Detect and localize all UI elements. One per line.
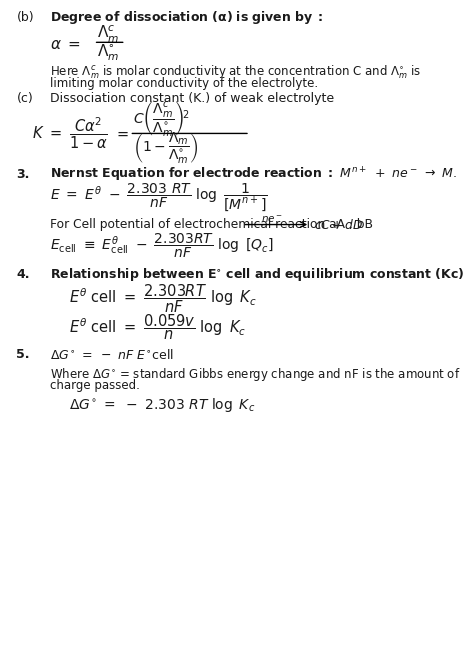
Text: Dissociation constant (K.) of weak electrolyte: Dissociation constant (K.) of weak elect… xyxy=(50,92,335,105)
Text: $\mathbf{Nernst\ Equation\ for\ electrode\ reaction\ :}$$\ M^{n+}\ +\ ne^-\ \rig: $\mathbf{Nernst\ Equation\ for\ electrod… xyxy=(50,165,458,184)
Text: $\alpha\ =\ $: $\alpha\ =\ $ xyxy=(50,37,82,52)
Text: $cC + dD$: $cC + dD$ xyxy=(314,217,363,231)
Text: 3.: 3. xyxy=(17,168,30,181)
Text: $=\ $: $=\ $ xyxy=(114,126,130,141)
Text: (c): (c) xyxy=(17,92,33,105)
Text: $\Lambda_m^{\circ}$: $\Lambda_m^{\circ}$ xyxy=(98,42,119,63)
Text: $\Delta G^{\circ}\ =\ -\ nF\ E^{\circ}\mathrm{cell}$: $\Delta G^{\circ}\ =\ -\ nF\ E^{\circ}\m… xyxy=(50,347,174,361)
Text: (b): (b) xyxy=(17,11,34,25)
Text: $\left(1-\dfrac{\Lambda_m}{\Lambda_m^{\circ}}\right)$: $\left(1-\dfrac{\Lambda_m}{\Lambda_m^{\c… xyxy=(133,131,199,166)
Text: 4.: 4. xyxy=(17,269,30,281)
Text: $\Delta G^{\circ}\ =\ -\ 2.303\ RT\ \log\ K_c$: $\Delta G^{\circ}\ =\ -\ 2.303\ RT\ \log… xyxy=(69,396,255,414)
Text: $C\left(\dfrac{\Lambda_m^c}{\Lambda_m^{\circ}}\right)^{\!2}$: $C\left(\dfrac{\Lambda_m^c}{\Lambda_m^{\… xyxy=(133,99,190,138)
Text: For Cell potential of electrochemical reaction aA : bB: For Cell potential of electrochemical re… xyxy=(50,218,374,231)
Text: $\Lambda_m^c$: $\Lambda_m^c$ xyxy=(98,24,119,45)
Text: $E\ =\ E^{\theta}\ -\ \dfrac{2.303\ RT}{nF}\ \log\ \dfrac{1}{[M^{n+}]}$: $E\ =\ E^{\theta}\ -\ \dfrac{2.303\ RT}{… xyxy=(50,182,268,213)
Text: $E^{\theta}\ \mathrm{cell}\ =\ \dfrac{0.059v}{n}\ \log\ K_c$: $E^{\theta}\ \mathrm{cell}\ =\ \dfrac{0.… xyxy=(69,312,246,341)
Text: $E^{\theta}\ \mathrm{cell}\ =\ \dfrac{2.303RT}{nF}\ \log\ K_c$: $E^{\theta}\ \mathrm{cell}\ =\ \dfrac{2.… xyxy=(69,282,257,315)
Text: $\mathbf{Degree\ of\ dissociation\ (\alpha)}$$\mathbf{\ is\ given\ by\ :}$: $\mathbf{Degree\ of\ dissociation\ (\alp… xyxy=(50,9,324,27)
Text: charge passed.: charge passed. xyxy=(50,379,140,392)
Text: Where $\Delta G^{\circ}$ = standard Gibbs energy change and nF is the amount of: Where $\Delta G^{\circ}$ = standard Gibb… xyxy=(50,366,461,383)
Text: $ne^-$: $ne^-$ xyxy=(261,214,283,225)
Text: limiting molar conductivity of the electrolyte.: limiting molar conductivity of the elect… xyxy=(50,77,319,90)
Text: Here $\Lambda_m^c$ is molar conductivity at the concentration C and $\Lambda_m^{: Here $\Lambda_m^c$ is molar conductivity… xyxy=(50,63,421,81)
Text: 5.: 5. xyxy=(17,348,30,361)
Text: $K\ =\ \dfrac{C\alpha^2}{1-\alpha}$: $K\ =\ \dfrac{C\alpha^2}{1-\alpha}$ xyxy=(31,116,108,151)
Text: $\mathbf{Relationship\ between\ E^{\circ}\ cell\ and\ equilibrium\ constant\ (Kc: $\mathbf{Relationship\ between\ E^{\circ… xyxy=(50,267,465,283)
Text: $E_{\mathrm{cell}}\ \equiv\ E_{\mathrm{cell}}^{\theta}\ -\ \dfrac{2.303RT}{nF}\ : $E_{\mathrm{cell}}\ \equiv\ E_{\mathrm{c… xyxy=(50,231,274,260)
